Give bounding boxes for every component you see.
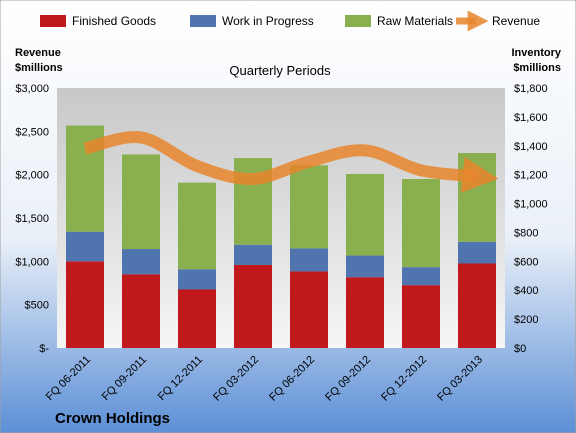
right-axis-title-line1: Inventory bbox=[511, 47, 561, 59]
bar-finished-goods bbox=[234, 264, 272, 348]
right-tick-label: $1,200 bbox=[514, 170, 548, 182]
right-axis-title-line2: $millions bbox=[513, 62, 561, 74]
legend: Finished Goods Work in Progress Raw Materi… bbox=[40, 10, 540, 32]
bar-work-in-progress bbox=[458, 241, 496, 264]
left-tick-label: $- bbox=[39, 343, 49, 355]
right-tick-label: $600 bbox=[514, 256, 538, 268]
bar-raw-materials bbox=[402, 179, 440, 268]
bars bbox=[66, 125, 496, 348]
bar-work-in-progress bbox=[178, 269, 216, 290]
revenue-line bbox=[83, 130, 499, 193]
bar-finished-goods bbox=[178, 289, 216, 348]
left-axis: $- $500 $1,000 $1,500 $2,000 $2,500 $3,000 bbox=[15, 83, 49, 355]
right-tick-label: $1,600 bbox=[514, 112, 548, 124]
legend-label-finished-goods: Finished Goods bbox=[72, 14, 156, 28]
bar-work-in-progress bbox=[66, 231, 104, 262]
legend-swatch-work-in-progress bbox=[190, 15, 216, 27]
bar-work-in-progress bbox=[290, 248, 328, 272]
bar-raw-materials bbox=[122, 154, 160, 250]
left-tick-label: $1,000 bbox=[15, 256, 49, 268]
bar-raw-materials bbox=[178, 182, 216, 270]
legend-label-work-in-progress: Work in Progress bbox=[222, 14, 314, 28]
legend-label-raw-materials: Raw Materials bbox=[377, 14, 453, 28]
right-tick-label: $1,400 bbox=[514, 141, 548, 153]
bar-finished-goods bbox=[346, 277, 384, 348]
bar-raw-materials bbox=[458, 153, 496, 242]
revenue-line-path bbox=[83, 130, 499, 193]
left-tick-label: $1,500 bbox=[15, 213, 49, 225]
bar-raw-materials bbox=[290, 165, 328, 249]
bar-raw-materials bbox=[346, 173, 384, 256]
bar-work-in-progress bbox=[234, 244, 272, 265]
legend-label-revenue: Revenue bbox=[492, 14, 540, 28]
right-tick-label: $1,000 bbox=[514, 199, 548, 211]
left-axis-title-line2: $millions bbox=[15, 62, 63, 74]
left-tick-label: $500 bbox=[25, 300, 49, 312]
bar-finished-goods bbox=[458, 263, 496, 348]
bar-finished-goods bbox=[402, 285, 440, 348]
right-tick-label: $800 bbox=[514, 227, 538, 239]
bar-work-in-progress bbox=[346, 255, 384, 278]
right-axis: $0 $200 $400 $600 $800 $1,000 $1,200 $1,400 $1,6… bbox=[514, 83, 548, 355]
right-tick-label: $0 bbox=[514, 343, 526, 355]
bar-finished-goods bbox=[122, 274, 160, 348]
bar-work-in-progress bbox=[402, 267, 440, 286]
company-name: Crown Holdings bbox=[55, 410, 170, 427]
bar-work-in-progress bbox=[122, 249, 160, 275]
bar-finished-goods bbox=[290, 271, 328, 348]
left-tick-label: $2,500 bbox=[15, 126, 49, 138]
legend-swatch-finished-goods bbox=[40, 15, 66, 27]
right-tick-label: $1,800 bbox=[514, 83, 548, 95]
right-tick-label: $200 bbox=[514, 314, 538, 326]
bar-finished-goods bbox=[66, 261, 104, 348]
chart-title: Quarterly Periods bbox=[229, 63, 331, 78]
left-axis-title-line1: Revenue bbox=[15, 47, 61, 59]
right-tick-label: $400 bbox=[514, 285, 538, 297]
legend-swatch-raw-materials bbox=[345, 15, 371, 27]
left-tick-label: $3,000 bbox=[15, 83, 49, 95]
left-tick-label: $2,000 bbox=[15, 170, 49, 182]
